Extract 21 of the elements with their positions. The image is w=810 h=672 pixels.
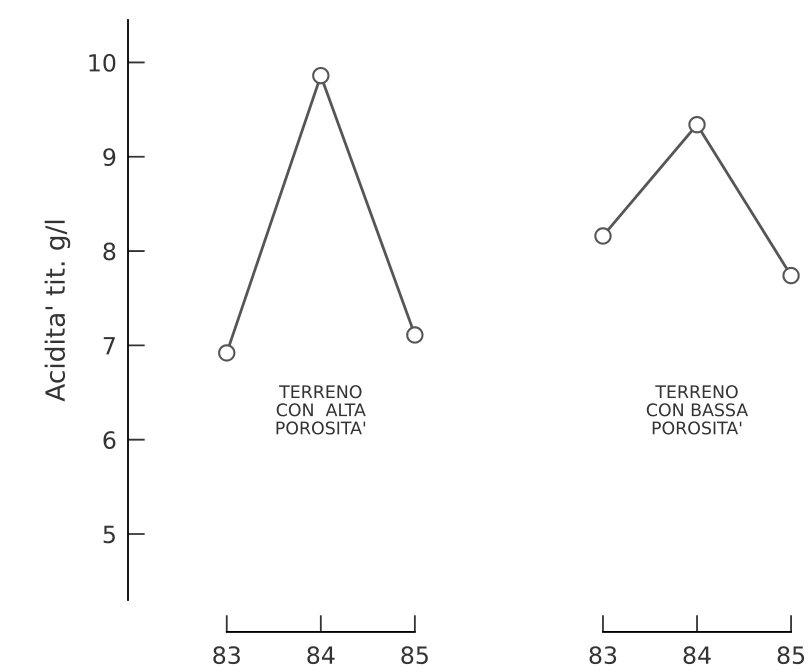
annotation: TERRENO CON BASSA POROSITA'	[646, 385, 748, 435]
x-tick-label: 85	[778, 646, 804, 664]
x-tick-label: 83	[590, 646, 616, 664]
y-tick-label: 9	[103, 148, 116, 166]
point	[406, 326, 424, 344]
y-tick-label: 6	[104, 431, 116, 449]
y-tick-label: 5	[104, 526, 115, 544]
x-tick-label: 84	[684, 646, 711, 664]
point	[594, 227, 612, 245]
y-tick-label: 7	[104, 337, 115, 354]
x-tick-label: 84	[307, 646, 335, 664]
y-tick-label: 8	[103, 242, 116, 260]
annotation: TERRENO CON ALTA POROSITA'	[276, 385, 366, 435]
x-tick-label: 85	[401, 646, 428, 664]
point	[782, 266, 800, 284]
y-tick-label: 10	[89, 54, 116, 72]
point	[218, 344, 236, 362]
y-axis-title: Acidita' tit. g/l	[44, 220, 70, 402]
x-tick-label: 83	[213, 646, 240, 664]
point	[688, 116, 706, 134]
point	[312, 66, 330, 84]
